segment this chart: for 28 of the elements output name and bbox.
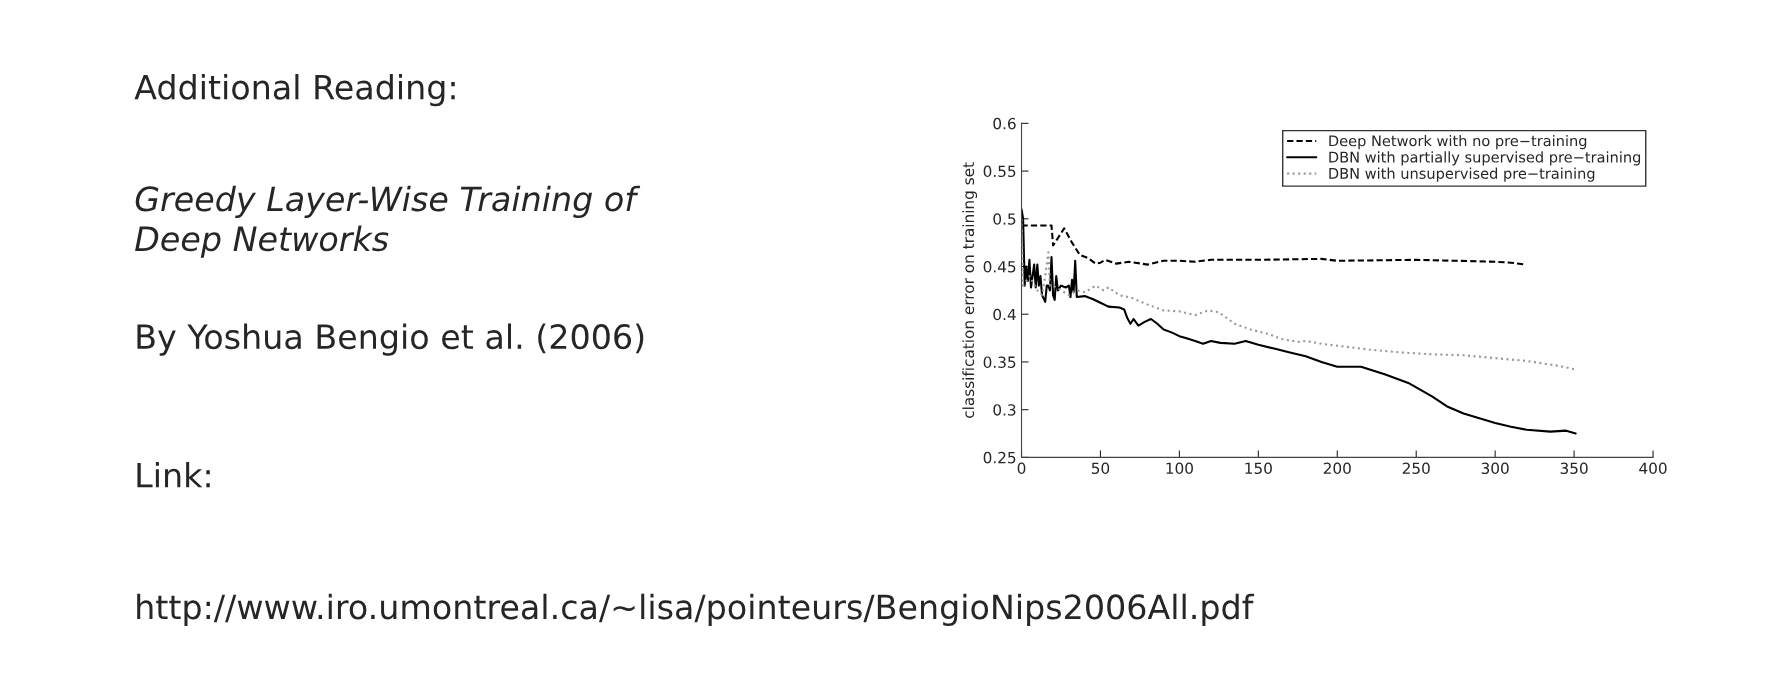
y-axis-title: classification error on training set (962, 162, 978, 418)
x-tick-label: 350 (1560, 462, 1588, 475)
text: Greedy Layer-Wise Training of Deep Networks (135, 185, 641, 258)
y-tick-label: 0.45 (983, 260, 1016, 273)
line-series (1021, 208, 1577, 435)
text: Link: (137, 462, 210, 488)
text: http://www.iro.umontreal.ca/~lisa/pointeurs/BengioNips2006All.pdf (137, 593, 1255, 626)
y-tick-label: 0.25 (983, 451, 1016, 464)
y-tick-label: 0.5 (993, 213, 1016, 225)
x-tick-label: 100 (1166, 462, 1193, 475)
y-tick-label: 0.6 (993, 117, 1016, 130)
y-tick-label: 0.55 (983, 165, 1016, 178)
legend-label: DBN with partially supervised pre−training (1329, 151, 1641, 166)
text: Additional Reading: (134, 73, 455, 107)
x-tick-label: 300 (1481, 462, 1509, 475)
y-tick-label: 0.3 (993, 404, 1016, 416)
x-tick-label: 400 (1639, 462, 1667, 475)
line-series (1021, 217, 1577, 371)
x-tick-label: 200 (1323, 462, 1351, 475)
x-tick-label: 150 (1245, 462, 1272, 475)
text: By Yoshua Bengio et al. (2006) (137, 323, 644, 356)
legend-label: DBN with unsupervised pre−training (1329, 167, 1595, 182)
x-tick-label: 250 (1402, 462, 1430, 475)
y-tick-label: 0.4 (993, 308, 1016, 321)
legend-label: Deep Network with no pre−training (1329, 135, 1587, 150)
x-tick-label: 50 (1091, 462, 1110, 475)
x-tick-label: 0 (1017, 462, 1026, 475)
y-tick-label: 0.35 (983, 356, 1016, 368)
